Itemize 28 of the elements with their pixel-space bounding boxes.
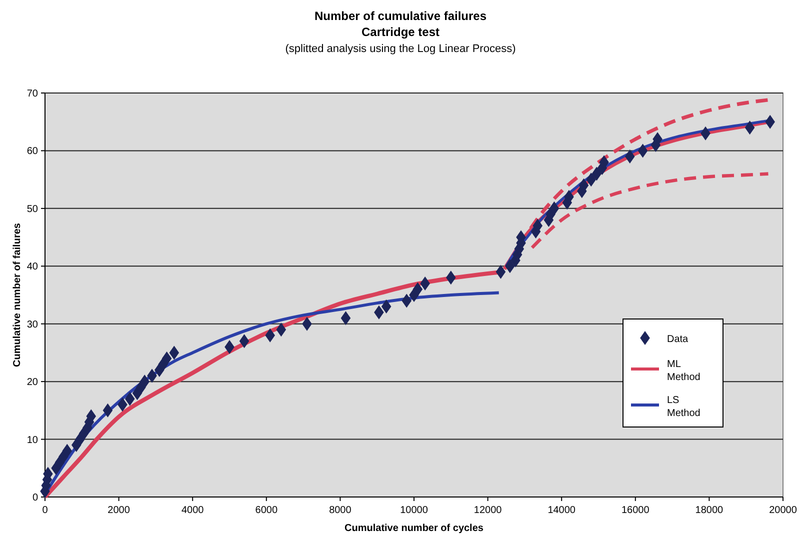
y-tick-label: 0: [32, 492, 38, 504]
x-tick-label: 16000: [621, 505, 650, 516]
x-tick-label: 2000: [108, 505, 130, 516]
x-tick-label: 8000: [329, 505, 352, 516]
chart-title: Number of cumulative failures: [314, 9, 487, 23]
x-tick-label: 18000: [695, 505, 724, 516]
y-tick-label: 10: [26, 434, 38, 446]
y-tick-label: 50: [26, 204, 38, 215]
x-tick-label: 12000: [474, 505, 502, 516]
chart-subtitle: Cartridge test: [361, 25, 440, 39]
y-tick-label: 70: [26, 88, 38, 100]
text: (splitted analysis using the Log Linear Process): [285, 43, 516, 55]
y-axis-title: Cumulative number of failures: [12, 222, 23, 367]
x-tick-label: 0: [42, 505, 48, 516]
x-tick-label: 20000: [769, 505, 798, 516]
y-tick-label: 30: [26, 319, 38, 330]
line-series: [530, 172, 770, 250]
x-tick-label: 4000: [181, 505, 204, 516]
x-axis-title: Cumulative number of cycles: [344, 523, 484, 534]
y-tick-label: 60: [26, 146, 38, 158]
legend-label: ML Method: [667, 359, 700, 383]
x-tick-label: 14000: [548, 505, 576, 516]
x-tick-label: 6000: [255, 505, 278, 516]
legend-label: LS Method: [667, 395, 700, 419]
y-tick-label: 20: [26, 377, 38, 388]
legend-label: Data: [667, 334, 689, 345]
x-tick-label: 10000: [400, 505, 428, 516]
y-tick-label: 40: [26, 262, 38, 273]
